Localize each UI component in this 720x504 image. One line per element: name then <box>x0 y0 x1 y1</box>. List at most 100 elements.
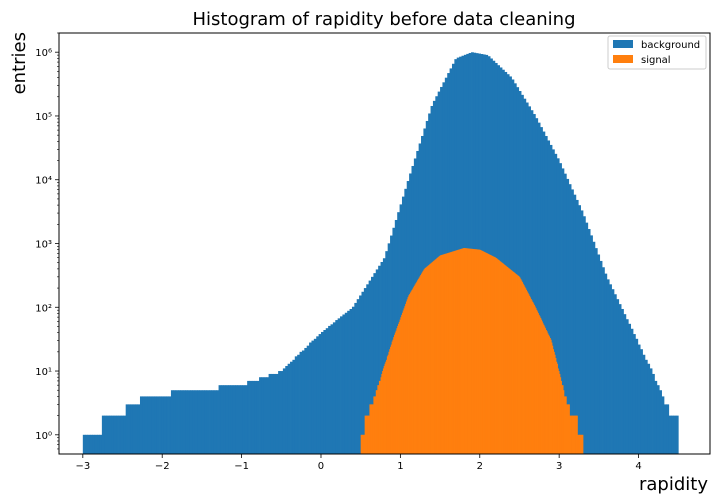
background-bin <box>118 415 122 454</box>
background-bin <box>106 415 110 454</box>
signal-bin <box>564 396 566 454</box>
background-bin <box>304 347 308 454</box>
signal-bin <box>540 317 542 454</box>
signal-bin <box>517 275 519 454</box>
background-bin <box>204 390 208 454</box>
background-bin <box>611 289 615 454</box>
y-axis-label: entries <box>9 32 30 94</box>
signal-bin <box>553 351 555 454</box>
signal-bin <box>490 255 492 454</box>
background-bin <box>628 323 632 454</box>
signal-bin <box>506 266 508 454</box>
signal-bin <box>451 251 453 454</box>
signal-bin <box>445 253 447 454</box>
signal-bin <box>452 251 454 454</box>
signal-bin <box>440 255 443 454</box>
signal-bin <box>403 308 405 454</box>
signal-bin <box>411 289 413 454</box>
background-bin <box>285 365 289 454</box>
background-bin <box>182 390 186 454</box>
signal-bin <box>518 276 520 454</box>
background-bin <box>135 404 138 454</box>
signal-bin <box>513 272 516 454</box>
background-bin <box>573 194 577 454</box>
background-bin <box>540 127 543 455</box>
signal-bin <box>562 385 564 454</box>
background-bin <box>163 396 167 454</box>
background-bin <box>516 87 520 455</box>
signal-bin <box>360 434 362 454</box>
signal-bin <box>440 255 442 454</box>
background-bin <box>235 385 239 454</box>
signal-bin <box>575 415 578 454</box>
background-bin <box>251 380 255 454</box>
signal-bin <box>571 415 574 454</box>
background-bin <box>130 404 134 454</box>
signal-bin <box>468 248 470 454</box>
signal-bin <box>386 359 388 454</box>
background-bin <box>332 322 336 454</box>
background-bin <box>361 291 365 454</box>
signal-bin <box>561 385 563 454</box>
signal-bin <box>433 260 435 454</box>
background-bin <box>168 396 172 454</box>
signal-bin <box>541 321 543 454</box>
signal-bin <box>377 385 379 454</box>
background-bin <box>359 295 362 454</box>
signal-bin <box>401 312 404 454</box>
signal-bin <box>449 252 451 454</box>
background-bin <box>363 288 367 454</box>
background-bin <box>625 319 629 454</box>
background-bin <box>571 189 574 454</box>
background-bin <box>366 284 370 454</box>
background-bin <box>270 373 274 454</box>
background-bin <box>232 385 236 454</box>
background-bin <box>632 334 636 454</box>
background-bin <box>642 354 646 454</box>
chart-title: Histogram of rapidity before data cleani… <box>192 9 575 30</box>
signal-bin <box>459 249 462 454</box>
background-bin <box>602 267 605 454</box>
background-bin <box>180 390 184 454</box>
signal-bin <box>384 363 386 454</box>
background-bin <box>616 299 620 454</box>
signal-bin <box>461 248 463 454</box>
background-bin <box>506 74 510 454</box>
signal-bin <box>550 339 552 454</box>
signal-bin <box>417 280 419 454</box>
signal-bin <box>580 434 582 454</box>
signal-bin <box>366 415 368 454</box>
x-tick-label: 4 <box>635 461 641 472</box>
y-tick-label: 10⁴ <box>35 176 52 187</box>
background-bin <box>513 83 517 454</box>
background-bin <box>525 102 529 454</box>
signal-bin <box>376 390 378 454</box>
signal-bin <box>503 264 505 454</box>
signal-bin <box>443 254 445 454</box>
background-bin <box>82 434 86 454</box>
signal-bin <box>555 361 558 454</box>
background-bin <box>275 373 279 454</box>
signal-bin <box>416 281 418 454</box>
signal-bin <box>418 277 420 454</box>
background-bin <box>254 380 258 454</box>
background-bin <box>123 415 127 454</box>
background-bin <box>387 243 391 454</box>
signal-bin <box>481 250 483 454</box>
signal-bin <box>374 396 376 454</box>
background-bin <box>530 110 534 455</box>
background-bin <box>640 349 643 454</box>
background-bin <box>268 373 272 454</box>
signal-bin <box>448 252 450 454</box>
signal-bin <box>567 404 569 454</box>
signal-bin <box>439 255 441 454</box>
background-bin <box>673 415 677 454</box>
signal-bin <box>370 404 372 454</box>
background-bin <box>635 338 639 454</box>
background-bin <box>542 131 546 454</box>
signal-bin <box>446 253 448 454</box>
background-bin <box>559 163 562 454</box>
background-bin <box>661 396 665 454</box>
signal-bin <box>469 248 471 454</box>
background-bin <box>382 258 386 454</box>
